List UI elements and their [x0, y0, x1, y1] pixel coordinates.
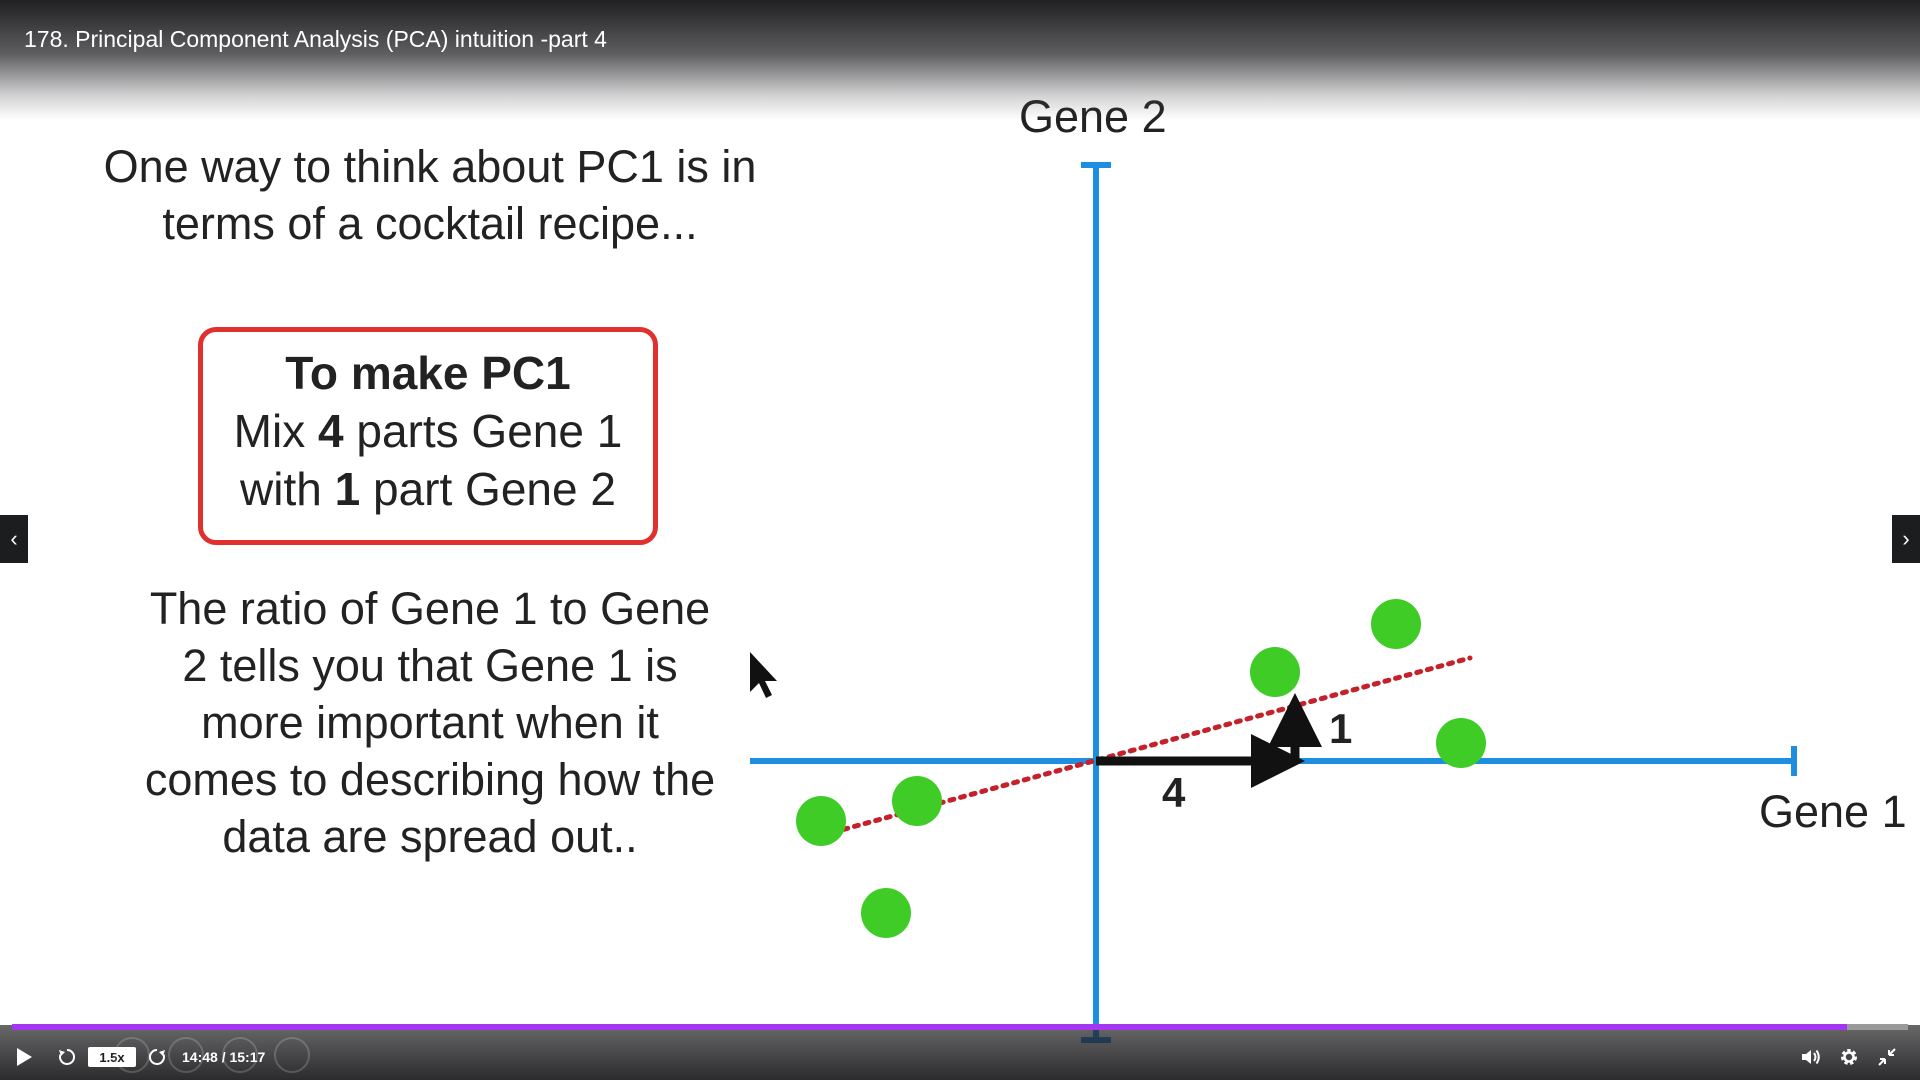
data-point [861, 888, 911, 938]
intro-line-1: One way to think about PC1 is in [103, 141, 757, 192]
ratio-line: data are spread out.. [222, 811, 638, 862]
chevron-right-icon: › [1902, 526, 1910, 551]
intro-text: One way to think about PC1 is in terms o… [60, 138, 800, 252]
lecture-title: 178. Principal Component Analysis (PCA) … [24, 26, 607, 52]
exit-fullscreen-icon [1878, 1048, 1896, 1066]
gene2-vector-label: 1 [1329, 705, 1353, 752]
ratio-line: more important when it [201, 697, 659, 748]
gene1-vector-label: 4 [1162, 769, 1186, 816]
play-button[interactable] [10, 1045, 38, 1069]
faded-control [168, 1037, 204, 1073]
recipe-box: To make PC1 Mix 4 parts Gene 1 with 1 pa… [198, 327, 658, 545]
chevron-left-icon: ‹ [10, 526, 18, 551]
data-point [1250, 647, 1300, 697]
progress-bar[interactable] [12, 1024, 1908, 1030]
player-controls [0, 1025, 1920, 1080]
ratio-line: comes to describing how the [144, 754, 716, 805]
recipe-line-1-num: 4 [318, 405, 344, 457]
data-point [1436, 718, 1486, 768]
ratio-line: The ratio of Gene 1 to Gene [149, 583, 711, 634]
x-axis-label: Gene 1 [1759, 786, 1907, 837]
next-lecture-button[interactable]: › [1892, 515, 1920, 563]
volume-icon [1802, 1049, 1820, 1065]
previous-lecture-button[interactable]: ‹ [0, 515, 28, 563]
faded-control [114, 1037, 150, 1073]
cursor-icon [750, 652, 777, 698]
progress-fill [12, 1024, 1848, 1030]
ratio-line: 2 tells you that Gene 1 is [182, 640, 678, 691]
recipe-line-1-pre: Mix [233, 405, 318, 457]
recipe-line-1: Mix 4 parts Gene 1 [203, 402, 653, 460]
ratio-explanation: The ratio of Gene 1 to Gene 2 tells you … [110, 580, 750, 865]
forward-icon [148, 1048, 165, 1065]
recipe-line-2-pre: with [240, 463, 335, 515]
data-point [892, 776, 942, 826]
volume-button[interactable] [1797, 1045, 1825, 1069]
faded-control [222, 1037, 258, 1073]
forward-button[interactable] [144, 1045, 170, 1069]
rewind-icon [59, 1048, 76, 1065]
recipe-line-2: with 1 part Gene 2 [203, 460, 653, 518]
intro-line-2: terms of a cocktail recipe... [162, 198, 698, 249]
data-point [1371, 599, 1421, 649]
recipe-line-1-post: parts Gene 1 [343, 405, 623, 457]
play-icon [17, 1048, 32, 1066]
gear-icon [1841, 1049, 1857, 1065]
exit-fullscreen-button[interactable] [1873, 1045, 1901, 1069]
data-point [796, 796, 846, 846]
recipe-line-2-num: 1 [334, 463, 361, 515]
recipe-heading: To make PC1 [285, 347, 571, 399]
title-bar [0, 0, 1920, 120]
settings-button[interactable] [1835, 1045, 1863, 1069]
recipe-line-2-post: part Gene 2 [360, 463, 616, 515]
rewind-button[interactable] [54, 1045, 80, 1069]
faded-control [274, 1037, 310, 1073]
